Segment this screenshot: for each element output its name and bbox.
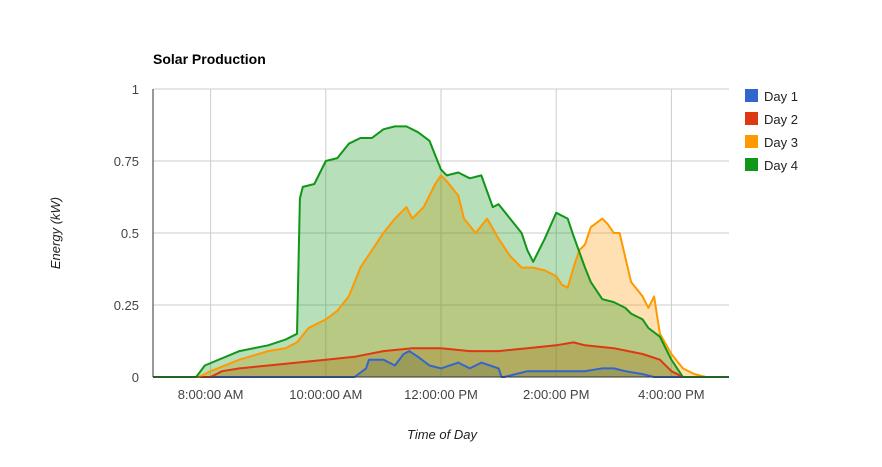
- legend-label-3: Day 3: [764, 135, 798, 150]
- y-tick-labels: 0 0.25 0.5 0.75 1: [114, 82, 139, 385]
- legend-swatch-4: [745, 158, 758, 171]
- x-tick-labels: 8:00:00 AM 10:00:00 AM 12:00:00 PM 2:00:00 …: [178, 387, 705, 402]
- x-axis-label: Time of Day: [407, 427, 478, 442]
- x-tick-label: 2:00:00 PM: [523, 387, 590, 402]
- series-area-3: [153, 175, 729, 377]
- legend: Day 1 Day 2 Day 3 Day 4: [745, 89, 798, 173]
- legend-label-2: Day 2: [764, 112, 798, 127]
- legend-swatch-1: [745, 89, 758, 102]
- y-axis-label: Energy (kW): [48, 197, 63, 269]
- series-line-4: [153, 125, 729, 378]
- x-tick-label: 4:00:00 PM: [638, 387, 705, 402]
- series-lines: [153, 125, 729, 378]
- y-tick-label: 0.75: [114, 154, 139, 169]
- chart-title: Solar Production: [153, 51, 266, 67]
- series-line-2: [153, 341, 729, 378]
- y-tick-label: 0: [132, 370, 139, 385]
- series-line-3: [153, 174, 729, 378]
- series-area-2: [153, 342, 729, 377]
- axes: [152, 89, 729, 378]
- legend-swatch-2: [745, 112, 758, 125]
- legend-label-1: Day 1: [764, 89, 798, 104]
- legend-label-4: Day 4: [764, 158, 798, 173]
- series-area-1: [153, 351, 729, 377]
- y-tick-label: 0.5: [121, 226, 139, 241]
- x-tick-label: 12:00:00 PM: [404, 387, 478, 402]
- series-areas: [153, 126, 729, 378]
- series-line-1: [153, 350, 729, 378]
- x-tick-label: 8:00:00 AM: [178, 387, 244, 402]
- y-tick-label: 1: [132, 82, 139, 97]
- series-area-4: [153, 126, 729, 378]
- legend-swatch-3: [745, 135, 758, 148]
- gridlines: [153, 88, 729, 378]
- x-tick-label: 10:00:00 AM: [289, 387, 362, 402]
- y-tick-label: 0.25: [114, 298, 139, 313]
